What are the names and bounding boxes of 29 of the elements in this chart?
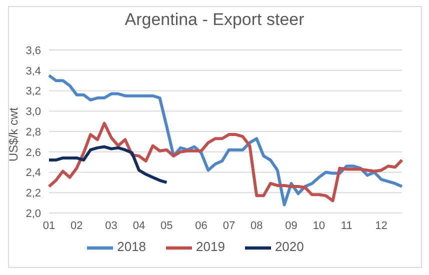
x-tick-label: 01 [42,220,56,232]
line-series [48,122,404,202]
chart-title: Argentina - Export steer [124,10,306,30]
y-axis-title: US$/k cwt [6,106,20,162]
y-tick-label: 2,8 [26,126,41,138]
x-tick-label: 05 [160,220,173,232]
y-tick-label: 3,6 [26,44,41,57]
y-tick-label: 3,4 [26,65,41,78]
legend-label: 2020 [274,239,304,254]
y-tick-label: 3,0 [26,106,41,118]
x-tick-label: 12 [375,220,388,232]
x-tick-label: 02 [70,220,83,232]
y-tick-label: 2,4 [26,167,41,180]
x-tick-label: 04 [132,220,146,232]
line-series [48,74,404,206]
x-tick-label: 08 [250,220,263,232]
legend-label: 2018 [117,239,146,254]
x-tick-label: 03 [105,220,118,232]
x-tick-label: 10 [312,220,326,232]
x-tick-label: 09 [285,220,298,232]
x-tick-label: 07 [222,220,236,232]
y-tick-label: 2,0 [26,208,41,220]
x-tick-label: 06 [195,220,208,232]
legend-label: 2019 [196,239,225,254]
y-tick-label: 3,2 [26,86,41,98]
x-tick-label: 11 [340,220,352,232]
y-tick-label: 2,2 [26,188,41,200]
y-tick-label: 2,6 [26,146,41,159]
line-series [48,145,168,184]
